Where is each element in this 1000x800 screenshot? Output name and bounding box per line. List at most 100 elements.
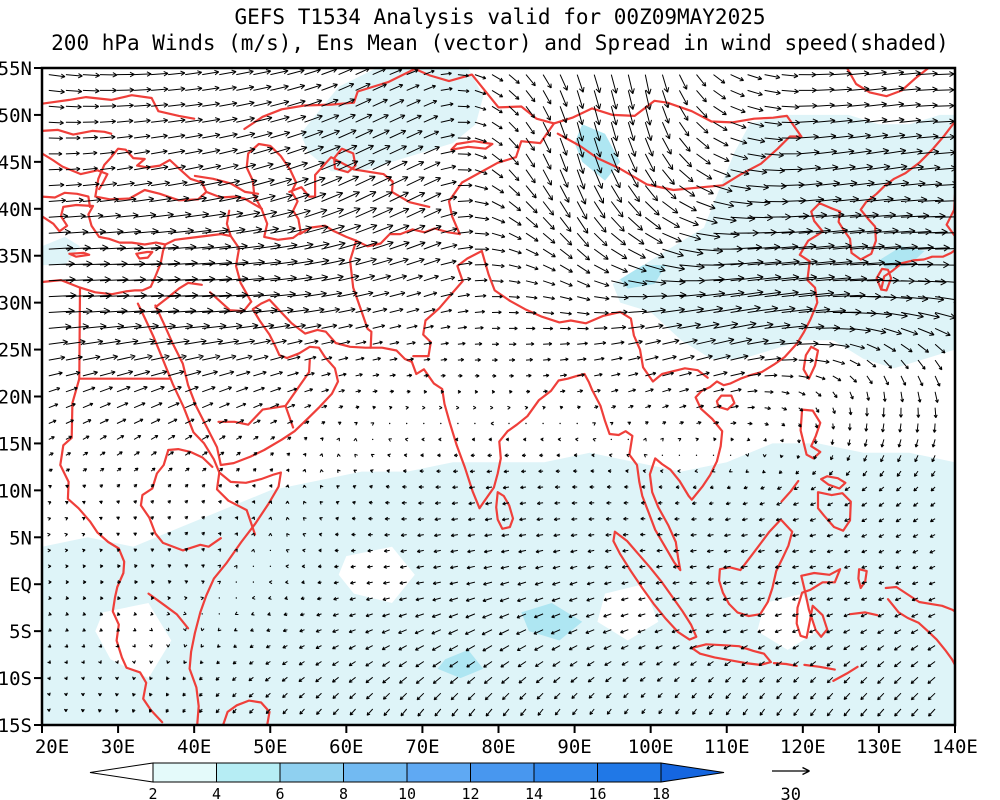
colorbar-tick-label: 4	[212, 785, 221, 800]
lon-tick-label: 60E	[329, 736, 363, 758]
coastline	[222, 699, 271, 725]
colorbar: 2 4 6 8 10 12 14 16 18	[89, 762, 725, 800]
coastline	[42, 203, 167, 296]
coastline	[349, 239, 373, 349]
coastline	[412, 249, 483, 358]
spread-region	[437, 649, 484, 679]
spread-region	[521, 603, 583, 641]
colorbar-segment	[597, 762, 662, 783]
lat-tick-label: 25N	[0, 340, 32, 362]
wind-vectors-layer	[46, 68, 955, 717]
reference-arrow-label: 30	[781, 785, 801, 800]
colorbar-segment	[279, 762, 344, 783]
colorbar-tick-label: 16	[588, 785, 606, 800]
coastline	[154, 281, 203, 309]
lon-tick-label: 100E	[628, 736, 674, 758]
coastline	[795, 568, 842, 639]
coastline	[59, 377, 164, 724]
coastline	[139, 448, 222, 552]
colorbar-over-triangle	[660, 762, 725, 783]
coastline	[556, 132, 803, 192]
coastline	[495, 491, 515, 530]
coastline	[875, 267, 893, 292]
chart-subtitle: 200 hPa Winds (m/s), Ens Mean (vector) a…	[51, 31, 949, 55]
colorbar-segment	[533, 762, 598, 783]
coastline	[780, 479, 800, 503]
coastline	[802, 345, 820, 380]
coastline	[284, 358, 311, 407]
coastline	[884, 585, 955, 613]
coastline	[816, 491, 852, 532]
lat-tick-label: 5S	[9, 621, 32, 643]
wind-arrows	[46, 68, 955, 717]
coastline	[217, 404, 295, 429]
coastline	[450, 140, 494, 151]
colorbar-segment	[406, 762, 471, 783]
coastline	[154, 298, 413, 467]
coastline	[215, 471, 257, 536]
lat-tick-label: 15S	[0, 715, 32, 737]
coastline	[837, 120, 955, 261]
coastline	[886, 598, 955, 666]
lat-tick-label: 45N	[0, 152, 32, 174]
coastline	[718, 518, 794, 618]
lat-tick-label: 5N	[9, 527, 32, 549]
coastline	[832, 665, 859, 682]
spread-region	[95, 603, 172, 679]
lat-tick-label: 35N	[0, 246, 32, 268]
colorbar-under-triangle	[89, 762, 154, 783]
spread-region	[42, 443, 955, 725]
lon-tick-label: 110E	[704, 736, 750, 758]
coastline	[42, 152, 109, 191]
spread-region	[338, 546, 415, 603]
coastline	[42, 128, 113, 136]
coastline	[94, 147, 208, 202]
coastline	[147, 592, 190, 630]
coastline	[410, 360, 594, 510]
colorbar-tick-label: 2	[148, 785, 157, 800]
spread-shading-layer	[42, 68, 955, 725]
coastline	[68, 251, 91, 258]
coastline	[245, 142, 302, 241]
lon-tick-label: 40E	[177, 736, 211, 758]
spread-region	[300, 68, 484, 172]
coastline	[78, 286, 172, 380]
chart-title: GEFS T1534 Analysis valid for 00Z09MAY20…	[234, 5, 766, 29]
reference-arrow-icon	[772, 766, 810, 776]
lon-tick-label: 140E	[932, 736, 978, 758]
lon-tick-label: 80E	[481, 736, 515, 758]
lat-tick-label: 30N	[0, 293, 32, 315]
coastline	[848, 611, 879, 617]
coastline	[591, 202, 842, 572]
colorbar-tick-label: 6	[275, 785, 284, 800]
colorbar-segment	[470, 762, 535, 783]
coastline	[820, 475, 847, 490]
lat-tick-label: 15N	[0, 433, 32, 455]
lon-tick-label: 20E	[35, 736, 69, 758]
colorbar-tick-label: 18	[652, 785, 670, 800]
colorbar-tick-label: 12	[461, 785, 479, 800]
coastline	[42, 191, 91, 208]
coastline	[857, 568, 868, 590]
spread-region	[42, 236, 80, 266]
coastline	[229, 234, 253, 303]
coastline	[690, 643, 772, 666]
coastline	[447, 122, 556, 236]
coastline	[845, 68, 930, 98]
coastline	[42, 94, 196, 120]
lat-tick-label: 55N	[0, 58, 32, 80]
coastline	[205, 190, 263, 210]
colorbar-tick-label: 14	[525, 785, 543, 800]
lon-tick-label: 130E	[856, 736, 902, 758]
colorbar-segment	[216, 762, 281, 783]
coastline	[799, 408, 822, 460]
lon-tick-label: 30E	[101, 736, 135, 758]
colorbar-tick-label: 8	[339, 785, 348, 800]
coastline	[803, 663, 836, 671]
lat-axis: 55N 50N 45N 40N 35N 30N 25N 20N 15N 10N 5N EQ 5S 10S 1…	[0, 58, 42, 737]
lat-tick-label: 40N	[0, 199, 32, 221]
coastline	[136, 302, 282, 725]
lon-tick-label: 70E	[405, 736, 439, 758]
coastline	[164, 209, 232, 246]
